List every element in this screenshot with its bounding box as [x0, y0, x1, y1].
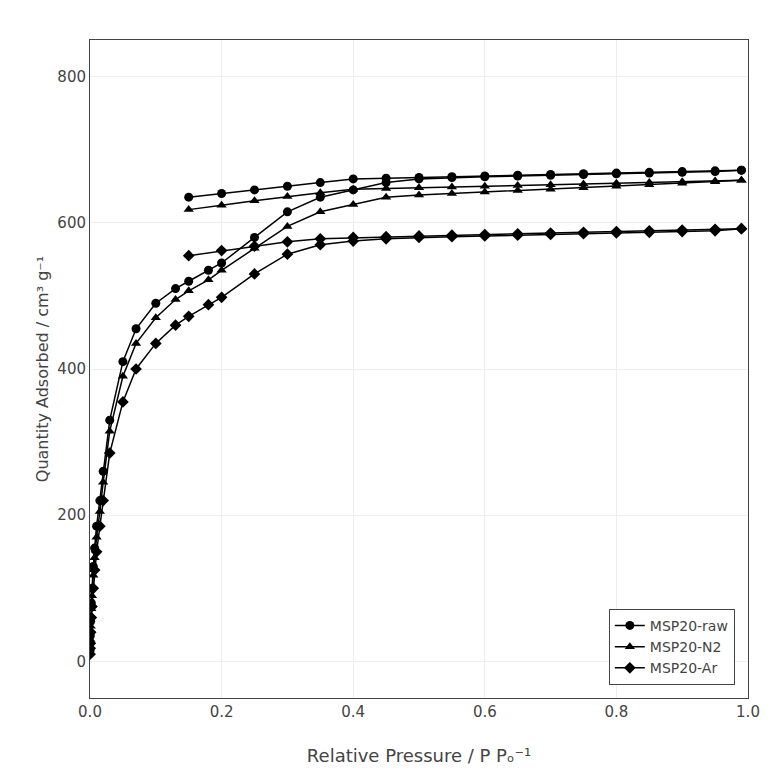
svg-text:MSP20-Ar: MSP20-Ar — [650, 660, 718, 676]
svg-text:Quantity Adsorbed / cm³ g⁻¹: Quantity Adsorbed / cm³ g⁻¹ — [33, 256, 52, 482]
svg-text:0.8: 0.8 — [604, 703, 628, 721]
svg-text:0: 0 — [76, 653, 86, 671]
svg-text:800: 800 — [57, 68, 86, 86]
svg-text:1.0: 1.0 — [736, 703, 760, 721]
svg-text:MSP20-raw: MSP20-raw — [650, 618, 728, 634]
svg-text:0.4: 0.4 — [341, 703, 365, 721]
svg-text:MSP20-N2: MSP20-N2 — [650, 639, 722, 655]
svg-text:400: 400 — [57, 360, 86, 378]
svg-text:0.2: 0.2 — [210, 703, 234, 721]
svg-text:200: 200 — [57, 506, 86, 524]
svg-text:0.0: 0.0 — [78, 703, 102, 721]
svg-text:600: 600 — [57, 214, 86, 232]
svg-text:Relative Pressure / P Pₒ⁻¹: Relative Pressure / P Pₒ⁻¹ — [307, 745, 531, 766]
svg-text:0.6: 0.6 — [473, 703, 497, 721]
